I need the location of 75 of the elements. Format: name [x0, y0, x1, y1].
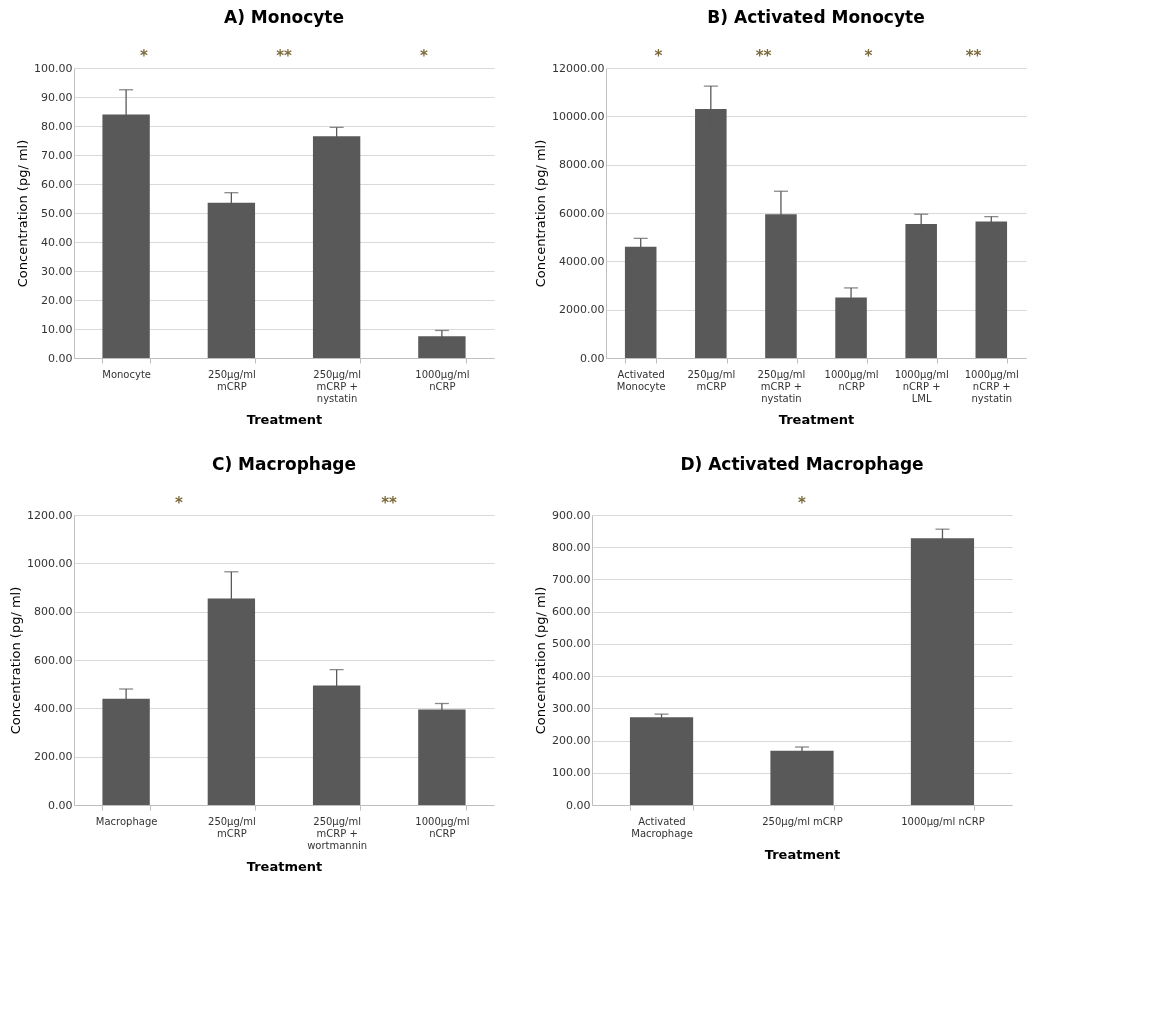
y-tick-label: 20.00 — [41, 293, 73, 307]
x-tick-label: 250µg/ml mCRP — [208, 815, 256, 839]
y-tick-label: 10000.00 — [552, 109, 605, 123]
y-tick-label: 1200.00 — [27, 508, 73, 522]
x-tick-label: Monocyte — [102, 368, 151, 380]
y-tick-label: 200.00 — [552, 734, 591, 748]
text: * — [654, 47, 663, 65]
x-tick-label: 250µg/ml mCRP — [208, 368, 256, 392]
text: ** — [276, 47, 292, 65]
x-axis-title: Treatment — [246, 411, 323, 427]
y-tick-label: 40.00 — [41, 235, 73, 249]
text: * — [798, 494, 807, 512]
x-tick-label: 1000µg/ml nCRP — [415, 815, 470, 839]
x-tick-label: 1000µg/ml nCRP — [415, 368, 470, 392]
y-tick-label: 6000.00 — [559, 206, 605, 220]
y-axis-title: Concentration (pg/ ml) — [8, 586, 24, 735]
y-tick-label: 800.00 — [552, 540, 591, 554]
text: * — [140, 47, 149, 65]
x-tick-label: Activated Monocyte — [616, 368, 666, 392]
y-tick-label: 2000.00 — [559, 303, 605, 317]
y-tick-label: 1000.00 — [27, 556, 73, 570]
y-tick-label: 0.00 — [580, 351, 605, 365]
bar — [975, 221, 1008, 358]
y-tick-label: 50.00 — [41, 206, 73, 220]
y-tick-label: 12000.00 — [552, 61, 605, 75]
x-tick-label: 250µg/ml mCRP + nystatin — [313, 368, 361, 404]
y-tick-label: 10.00 — [41, 322, 73, 336]
y-tick-label: 70.00 — [41, 148, 73, 162]
y-tick-label: 800.00 — [34, 605, 73, 619]
text: ** — [755, 47, 772, 65]
x-tick-label: 250µg/ml mCRP — [687, 368, 736, 392]
y-tick-label: 100.00 — [552, 766, 591, 780]
x-tick-label: 1000µg/ml nCRP — [824, 368, 879, 392]
text: ** — [965, 47, 982, 65]
x-tick-label: 250µg/ml mCRP + wortmannin — [307, 815, 368, 851]
x-tick-label: Activated Macrophage — [631, 815, 693, 839]
y-tick-label: 0.00 — [48, 351, 73, 365]
text: * — [420, 47, 429, 65]
y-tick-label: 80.00 — [41, 119, 73, 133]
y-tick-label: 90.00 — [41, 90, 73, 104]
y-axis-title: Concentration (pg/ ml) — [533, 586, 549, 735]
chart-title: D) Activated Macrophage — [680, 454, 924, 474]
y-tick-label: 100.00 — [34, 61, 73, 75]
x-tick-label: 1000µg/ml nCRP — [901, 815, 985, 827]
text: ** — [381, 494, 397, 512]
y-tick-label: 900.00 — [552, 508, 591, 522]
x-tick-label: 1000µg/ml nCRP + LML — [894, 368, 949, 404]
text: * — [864, 47, 873, 65]
text: * — [175, 494, 184, 512]
x-axis-title: Treatment — [778, 411, 855, 427]
y-tick-label: 300.00 — [552, 701, 591, 715]
y-tick-label: 8000.00 — [559, 158, 605, 172]
y-tick-label: 500.00 — [552, 637, 591, 651]
y-tick-label: 600.00 — [552, 605, 591, 619]
y-axis-title: Concentration (pg/ ml) — [533, 139, 549, 288]
y-tick-label: 400.00 — [552, 669, 591, 683]
y-tick-label: 4000.00 — [559, 254, 605, 268]
chart-title: C) Macrophage — [211, 454, 357, 474]
y-tick-label: 600.00 — [34, 653, 73, 667]
x-tick-label: Macrophage — [95, 815, 158, 827]
y-tick-label: 0.00 — [566, 798, 591, 812]
x-axis-title: Treatment — [246, 858, 323, 874]
x-tick-label: 250µg/ml mCRP — [762, 815, 843, 827]
y-tick-label: 0.00 — [48, 798, 73, 812]
x-axis-title: Treatment — [764, 846, 841, 862]
y-tick-label: 200.00 — [34, 750, 73, 764]
x-tick-label: 250µg/ml mCRP + nystatin — [757, 368, 806, 404]
y-tick-label: 30.00 — [41, 264, 73, 278]
y-tick-label: 700.00 — [552, 572, 591, 586]
y-tick-label: 60.00 — [41, 177, 73, 191]
y-tick-label: 400.00 — [34, 701, 73, 715]
y-axis-title: Concentration (pg/ ml) — [15, 139, 31, 288]
x-tick-label: 1000µg/ml nCRP + nystatin — [964, 368, 1019, 404]
chart-title: B) Activated Monocyte — [707, 7, 925, 27]
chart-title: A) Monocyte — [223, 7, 345, 27]
